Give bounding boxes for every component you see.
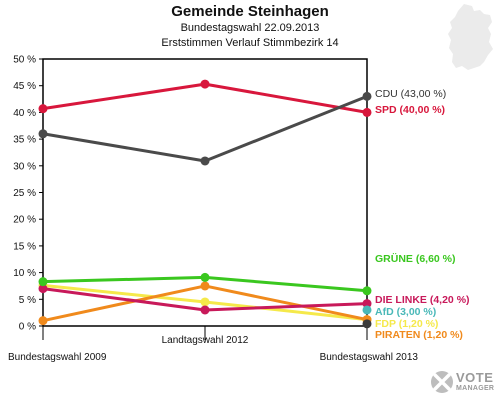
- y-tick-label: 5 %: [19, 295, 36, 306]
- series-line: [42, 94, 368, 163]
- data-point: [38, 129, 48, 139]
- x-tick-label: Landtagswahl 2012: [162, 335, 249, 346]
- chart-subtitle-2: Erststimmen Verlauf Stimmbezirk 14: [161, 37, 339, 49]
- series-label: CDU (43,00 %): [375, 88, 446, 100]
- y-tick-label: 45 %: [13, 81, 36, 92]
- chart-title: Gemeinde Steinhagen: [171, 3, 329, 20]
- data-point: [200, 272, 210, 282]
- data-point: [362, 107, 372, 117]
- data-point: [362, 299, 372, 309]
- y-tick-label: 50 %: [13, 55, 36, 66]
- data-point: [362, 319, 372, 329]
- logo-text-vote: VOTE: [456, 370, 494, 385]
- y-tick-label: 15 %: [13, 241, 36, 252]
- data-point: [38, 316, 48, 326]
- y-tick-label: 25 %: [13, 188, 36, 199]
- data-point: [200, 297, 210, 307]
- vote-manager-logo: VOTE MANAGER: [428, 368, 498, 398]
- data-point: [200, 79, 210, 89]
- series-label: DIE LINKE (4,20 %): [375, 294, 470, 306]
- chart-subtitle: Bundestagswahl 22.09.2013: [180, 22, 320, 34]
- series-label: AfD (3,00 %): [375, 306, 436, 318]
- series-label: FDP (1,20 %): [375, 318, 438, 330]
- data-point: [200, 305, 210, 315]
- y-tick-label: 20 %: [13, 215, 36, 226]
- series-label: GRÜNE (6,60 %): [375, 252, 456, 265]
- data-point: [38, 104, 48, 114]
- y-tick-label: 10 %: [13, 268, 36, 279]
- logo-text-manager: MANAGER: [456, 385, 495, 392]
- series-label: SPD (40,00 %): [375, 104, 445, 116]
- x-tick-label: Bundestagswahl 2009: [8, 352, 107, 363]
- x-tick-label: Bundestagswahl 2013: [320, 352, 419, 363]
- series-label: PIRATEN (1,20 %): [375, 329, 463, 341]
- data-point: [38, 284, 48, 294]
- data-point: [200, 281, 210, 291]
- check-mark-icon: [431, 371, 453, 393]
- y-tick-label: 35 %: [13, 135, 36, 146]
- data-point: [362, 91, 372, 101]
- data-point: [362, 286, 372, 296]
- data-point: [200, 156, 210, 166]
- y-tick-label: 40 %: [13, 108, 36, 119]
- y-tick-label: 30 %: [13, 161, 36, 172]
- data-point: [38, 277, 48, 287]
- germany-map-icon: [448, 4, 493, 70]
- data-point: [362, 305, 372, 315]
- y-tick-label: 0 %: [19, 322, 36, 333]
